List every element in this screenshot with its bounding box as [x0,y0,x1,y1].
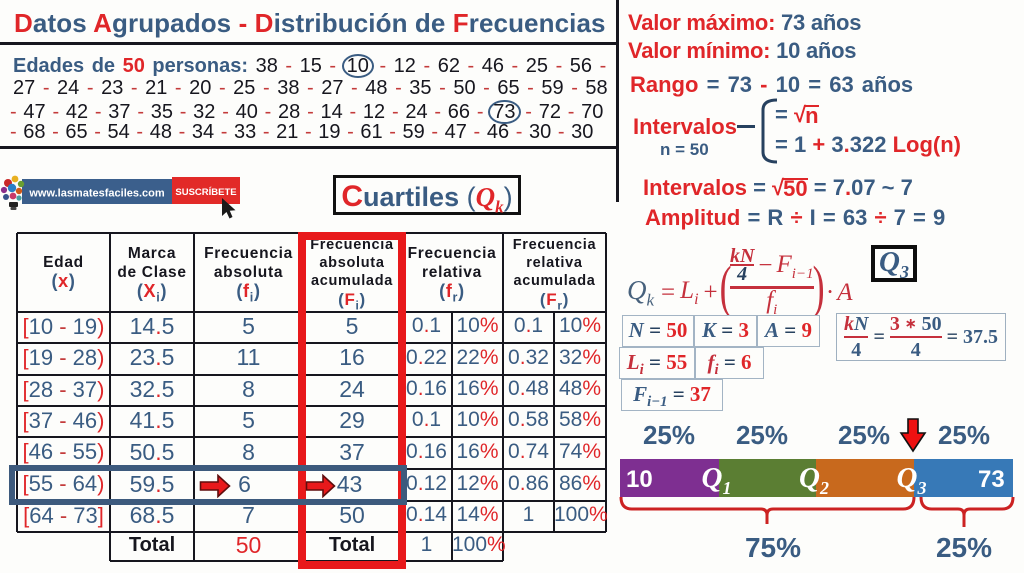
svg-text:SUSCRÍBETE: SUSCRÍBETE [175,187,236,198]
svg-text:www.lasmatesfaciles.com: www.lasmatesfaciles.com [28,188,165,200]
